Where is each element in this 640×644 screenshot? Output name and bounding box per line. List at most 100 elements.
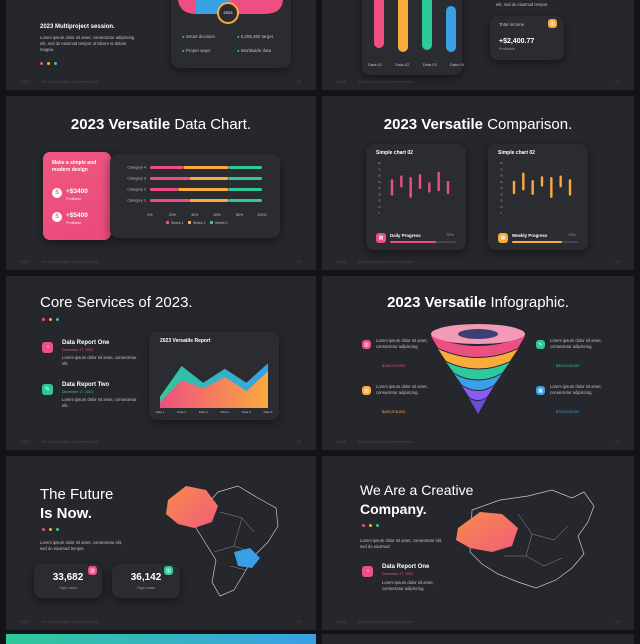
slide8-title-line2: Company. (360, 501, 427, 517)
y-tick-label: 50 (500, 180, 504, 184)
slide-versatile-comparison[interactable]: 2023 Versatile Comparison. Simple chart … (322, 96, 634, 270)
bullet-item: ● Proper ways (182, 48, 211, 53)
slide1-bullet-list: ● Smart decision ● 5,205,460 target ● Pr… (182, 34, 292, 53)
chart-icon: ▥ (362, 340, 371, 349)
x-tick-label: Data 3 (199, 410, 208, 414)
slide-multiproject-session[interactable]: 2023 2023 Multiproject session. Lorem ip… (6, 0, 316, 90)
calendar-icon: ▦ (376, 233, 386, 243)
y-tick-label: 80 (378, 161, 382, 165)
daily-progress-value: 70% (446, 233, 454, 237)
y-tick-label: 0 (378, 211, 380, 215)
bar-data-01 (374, 0, 384, 48)
slide1-dots (40, 62, 57, 65)
y-tick-label: 70 (500, 167, 504, 171)
stacked-bar-segment (183, 166, 229, 169)
y-tick-label: 50 (378, 180, 382, 184)
weekly-progress-label: Weekly Progress (512, 233, 548, 238)
bullet-item: ● Smart decision (182, 34, 215, 39)
chart-icon: ◔ (362, 566, 373, 577)
funnel-graphic (431, 324, 525, 414)
y-tick-label: 60 (500, 174, 504, 178)
stat-sub: High value (137, 586, 155, 590)
category-label: Category 4 (127, 166, 146, 170)
dollar-icon: $ (52, 212, 62, 222)
stacked-bar-chart: Category 4 Category 3 Category 2 Category 1… (127, 166, 267, 226)
slide-versatile-infographic[interactable]: 2023 Versatile Infographic. ▥ Lorem ipsu… (322, 276, 634, 450)
slide-versatile-data-chart[interactable]: 2023 Versatile Data Chart. Make a simple… (6, 96, 316, 270)
category-label: Category 2 (127, 188, 146, 192)
slide-future-is-now[interactable]: The Future Is Now. Lorem ipsum dolor sit… (6, 456, 316, 630)
mini-bar (550, 177, 553, 198)
grid-icon: ▦ (536, 386, 545, 395)
semicircle-gauge (178, 0, 283, 24)
slide7-title-line1: The Future (40, 486, 114, 503)
income-value: +$2,400.77 (499, 38, 535, 45)
slide-footer: 2023 M Multiproject presentation 01 (336, 438, 620, 444)
mini-bar (437, 171, 440, 192)
dollar-icon: $ (52, 188, 62, 198)
stacked-bar-segment (178, 188, 229, 191)
slide8-item-title: Data Report One (382, 564, 430, 570)
slide-creative-company[interactable]: We Are a Creative Company. Lorem ipsum d… (322, 456, 634, 630)
y-tick-label: 0 (500, 211, 502, 215)
slide-footer: 2023 M Multiproject presentation 01 (20, 258, 302, 264)
slide-data-bars[interactable]: Data 01 Data 02 Data 03 Data 04 elit, sed d… (322, 0, 634, 90)
slide-partial-bottom-left[interactable] (6, 634, 316, 644)
stacked-bar-segment (150, 188, 178, 191)
pink-stat-2: +$5400 (66, 212, 88, 219)
service-item-title: Data Report Two (62, 382, 110, 388)
legend-label: Series 1 (171, 221, 184, 225)
y-tick-label: 80 (500, 161, 504, 165)
slide2-top-text: elit, sed do eiusmod tempor. (496, 2, 549, 7)
x-tick-label: Data 5 (242, 410, 251, 414)
y-tick-label: 60 (378, 174, 382, 178)
country-map (456, 489, 595, 589)
info-left-text: Lorem ipsum dolor sit amet, consectetur … (376, 338, 428, 350)
x-tick-label: 80% (236, 213, 244, 217)
yellow-comparison-card (488, 144, 588, 250)
y-tick-label: 40 (500, 186, 504, 190)
legend-label: Series 3 (215, 221, 228, 225)
bullet-item: ● 5,205,460 target (237, 34, 273, 39)
info-right-value: $705,578,000 (556, 410, 580, 414)
mini-bar (559, 175, 562, 188)
slide-footer: 2023 M Multiproject presentation 01 (336, 78, 620, 84)
service-item-date: December 17, 2023 (62, 348, 93, 352)
pink-card-title: Make a simple and modern design (52, 160, 97, 173)
daily-progress-fill (390, 241, 437, 243)
service-item-date: December 17, 2023 (62, 390, 93, 394)
area-chart-title: 2023 Versatile Report (160, 338, 211, 344)
category-label: Category 1 (127, 199, 146, 203)
yellow-chart-title: Simple chart 02 (498, 150, 535, 156)
slide7-title-line2: Is Now. (40, 505, 92, 522)
legend-swatch (166, 221, 169, 224)
x-tick-label: Data 4 (220, 410, 229, 414)
y-tick-label: 40 (378, 186, 382, 190)
weekly-progress-value: 75% (568, 233, 576, 237)
weekly-progress-fill (512, 241, 562, 243)
slide-core-services[interactable]: Core Services of 2023. ◔ Data Report One… (6, 276, 316, 450)
slide8-body: Lorem ipsum dolor sit amet, consectetur … (360, 538, 443, 550)
slide-footer: 2023 M Multiproject presentation 01 (20, 78, 302, 84)
vertical-bars (374, 0, 456, 52)
weekly-progress-track (512, 241, 578, 243)
mini-bar (568, 179, 572, 196)
calendar-icon: ▦ (498, 233, 508, 243)
mini-bar (522, 172, 525, 191)
slide-partial-bottom-right[interactable] (322, 634, 634, 644)
country-map (166, 485, 279, 597)
x-tick-label: Data 1 (156, 410, 165, 414)
stat-sub: High value (59, 586, 77, 590)
mini-bar (418, 174, 422, 189)
income-label: Total income (499, 22, 525, 27)
yellow-mini-chart: 0 10 20 30 40 50 60 70 80 (500, 161, 576, 215)
category-label: Category 3 (127, 177, 146, 181)
x-tick-label: 20% (169, 213, 177, 217)
info-right-value: $325,578,000 (556, 364, 580, 368)
stacked-bar-segment (228, 166, 262, 169)
y-tick-label: 30 (500, 192, 504, 196)
mini-bar (409, 177, 412, 198)
mini-bar (428, 182, 431, 193)
slide8-item-text: Lorem ipsum dolor sit amet, consectetur … (382, 580, 434, 592)
service-item-text: Lorem ipsum dolor sit amet, consectetur … (62, 355, 137, 367)
